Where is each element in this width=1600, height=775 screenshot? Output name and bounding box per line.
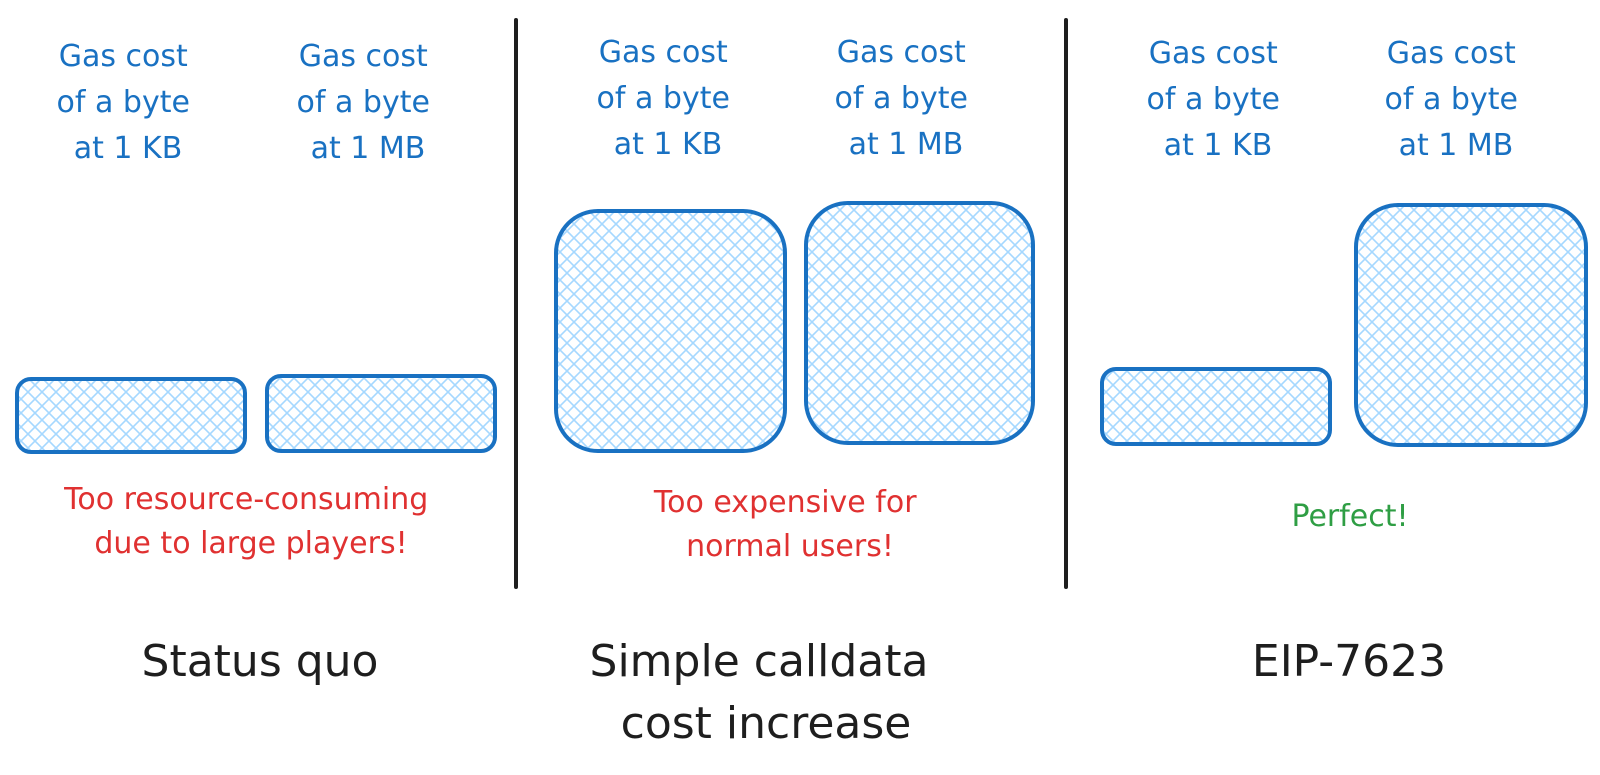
label-line: at 1 KB	[1164, 128, 1273, 163]
panel-note: Too expensive for normal users!	[653, 485, 926, 564]
label-1kb: Gas cost of a byte at 1 KB	[57, 39, 200, 166]
panel-status-quo: Gas cost of a byte at 1 KB Gas cost of a…	[15, 39, 497, 687]
bar-1kb	[15, 377, 247, 454]
title-line: cost increase	[621, 698, 912, 749]
label-line: Gas cost	[1149, 36, 1278, 71]
panel-title: Status quo	[142, 636, 379, 687]
label-line: Gas cost	[837, 35, 966, 70]
bar-1mb	[804, 201, 1035, 445]
label-line: at 1 KB	[614, 127, 723, 162]
title-line: Simple calldata	[590, 636, 929, 687]
label-line: of a byte	[1147, 82, 1280, 117]
panel-simple-calldata-increase: Gas cost of a byte at 1 KB Gas cost of a…	[554, 35, 1035, 749]
label-line: of a byte	[1385, 82, 1518, 117]
panel-title: Simple calldata cost increase	[590, 636, 943, 749]
label-line: Gas cost	[1387, 36, 1516, 71]
panel-note: Too resource-consuming due to large play…	[63, 482, 438, 561]
label-line: at 1 KB	[74, 131, 183, 166]
bar-1kb	[1100, 367, 1332, 446]
label-line: of a byte	[57, 85, 190, 120]
label-line: of a byte	[835, 81, 968, 116]
bar-1kb	[554, 209, 787, 453]
panel-note: Perfect!	[1291, 499, 1408, 534]
note-line: Too expensive for	[653, 485, 917, 520]
label-line: at 1 MB	[1399, 128, 1514, 163]
note-line: Too resource-consuming	[63, 482, 428, 517]
note-line: due to large players!	[94, 526, 407, 561]
label-1mb: Gas cost of a byte at 1 MB	[1385, 36, 1528, 163]
label-1mb: Gas cost of a byte at 1 MB	[297, 39, 440, 166]
panel-eip-7623: Gas cost of a byte at 1 KB Gas cost of a…	[1100, 36, 1588, 687]
label-line: Gas cost	[599, 35, 728, 70]
bar-1mb	[265, 374, 497, 453]
title-line: Status quo	[142, 636, 379, 687]
label-line: Gas cost	[299, 39, 428, 74]
title-line: EIP-7623	[1252, 636, 1446, 687]
label-1mb: Gas cost of a byte at 1 MB	[835, 35, 978, 162]
bar-1mb	[1354, 203, 1588, 447]
label-line: at 1 MB	[849, 127, 964, 162]
label-line: Gas cost	[59, 39, 188, 74]
label-line: of a byte	[597, 81, 730, 116]
note-line: normal users!	[686, 529, 894, 564]
label-1kb: Gas cost of a byte at 1 KB	[597, 35, 740, 162]
panel-title: EIP-7623	[1252, 636, 1446, 687]
label-line: at 1 MB	[311, 131, 426, 166]
note-line: Perfect!	[1291, 499, 1408, 534]
label-line: of a byte	[297, 85, 430, 120]
label-1kb: Gas cost of a byte at 1 KB	[1147, 36, 1290, 163]
